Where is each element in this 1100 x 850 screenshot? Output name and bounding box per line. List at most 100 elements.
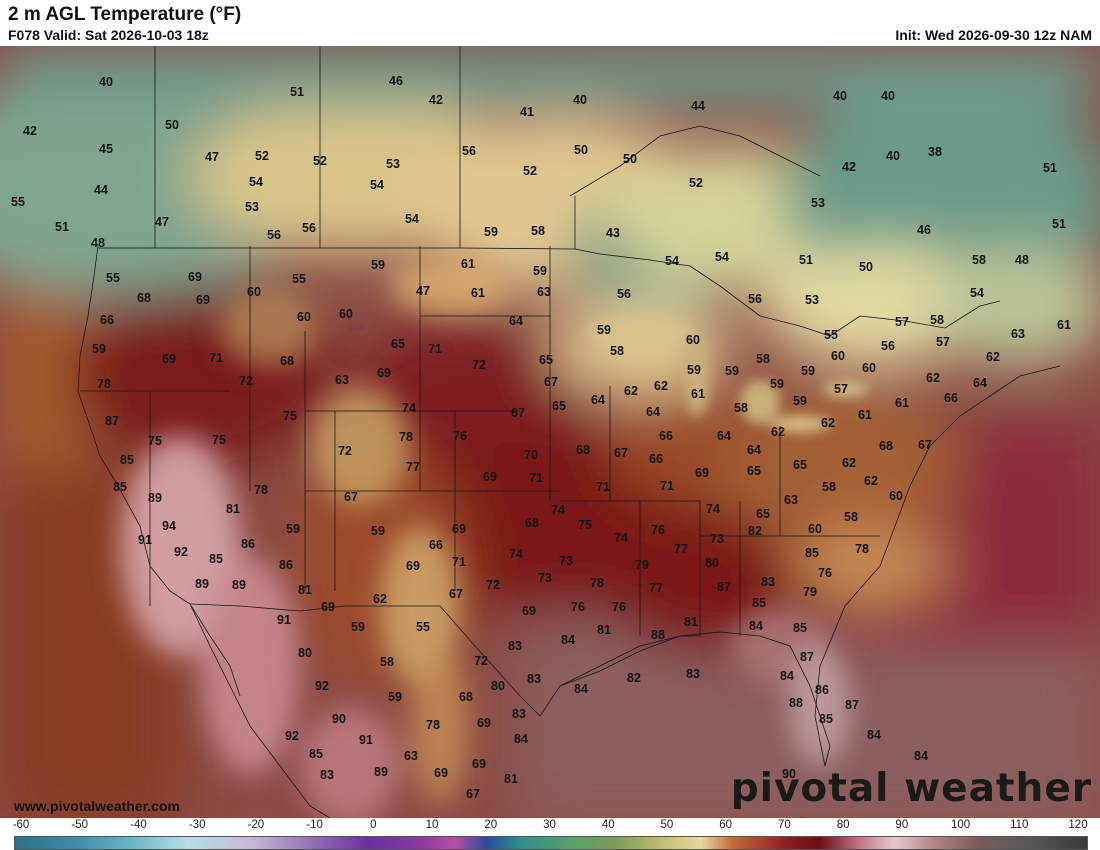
temperature-label: 44 <box>94 183 108 197</box>
temperature-label: 69 <box>695 466 709 480</box>
temperature-label: 56 <box>462 144 476 158</box>
colorbar-tick-label: 80 <box>836 819 850 831</box>
temperature-label: 60 <box>247 285 261 299</box>
temperature-label: 40 <box>573 93 587 107</box>
colorbar-tick-label: 70 <box>777 819 791 831</box>
temperature-label: 42 <box>429 93 443 107</box>
temperature-label: 58 <box>822 480 836 494</box>
temperature-label: 65 <box>391 337 405 351</box>
temperature-label: 46 <box>917 223 931 237</box>
temperature-label: 78 <box>97 377 111 391</box>
temperature-label: 41 <box>520 105 534 119</box>
temperature-label: 44 <box>691 99 705 113</box>
colorbar-tick-label: -10 <box>306 819 323 831</box>
temperature-label: 61 <box>1057 318 1071 332</box>
temperature-label: 69 <box>472 757 486 771</box>
colorbar-tick-label: 10 <box>425 819 439 831</box>
temperature-label: 58 <box>756 352 770 366</box>
temperature-label: 72 <box>486 578 500 592</box>
temperature-label: 70 <box>524 448 538 462</box>
temperature-label: 89 <box>148 491 162 505</box>
temperature-label: 89 <box>374 765 388 779</box>
temperature-label: 42 <box>23 124 37 138</box>
temperature-label: 60 <box>686 333 700 347</box>
temperature-label: 77 <box>406 460 420 474</box>
temperature-label: 58 <box>380 655 394 669</box>
gulf-coast <box>559 631 831 767</box>
colorbar-tick-label: 60 <box>719 819 733 831</box>
temperature-label: 60 <box>889 489 903 503</box>
temperature-label: 64 <box>717 429 731 443</box>
temperature-label: 59 <box>371 258 385 272</box>
temperature-label: 85 <box>819 712 833 726</box>
west-coast <box>77 245 191 605</box>
temperature-label: 42 <box>842 160 856 174</box>
temperature-label: 60 <box>297 310 311 324</box>
temperature-label: 61 <box>471 286 485 300</box>
temperature-label: 48 <box>1015 253 1029 267</box>
colorbar-tick-label: 40 <box>601 819 615 831</box>
temperature-label: 81 <box>298 583 312 597</box>
temperature-label: 87 <box>105 414 119 428</box>
temperature-label: 81 <box>504 772 518 786</box>
temperature-label: 73 <box>710 532 724 546</box>
temperature-label: 71 <box>209 351 223 365</box>
colorbar-tick-label: 20 <box>484 819 498 831</box>
colorbar-tick-label: 100 <box>950 819 971 831</box>
temperature-label: 78 <box>399 430 413 444</box>
temperature-label: 63 <box>404 749 418 763</box>
temperature-label: 59 <box>351 620 365 634</box>
temperature-label: 67 <box>544 375 558 389</box>
temperature-label: 47 <box>416 284 430 298</box>
temperature-label: 47 <box>205 150 219 164</box>
temperature-label: 62 <box>864 474 878 488</box>
temperature-label: 90 <box>782 767 796 781</box>
temperature-label: 84 <box>914 749 928 763</box>
temperature-label: 68 <box>576 443 590 457</box>
temperature-label: 40 <box>833 89 847 103</box>
colorbar-tick-label: 90 <box>895 819 909 831</box>
temperature-label: 73 <box>559 554 573 568</box>
boundary-lines <box>77 46 1061 818</box>
temperature-label: 77 <box>649 581 663 595</box>
temperature-label: 55 <box>11 195 25 209</box>
temperature-label: 57 <box>936 335 950 349</box>
temperature-label: 89 <box>232 578 246 592</box>
temperature-label: 62 <box>842 456 856 470</box>
temperature-label: 76 <box>453 429 467 443</box>
temperature-labels: 40 42 45 44 55 51 46 42 41 40 44 40 40 50 47 52 52 53 56 50… <box>11 74 1071 801</box>
temperature-map[interactable]: 40 42 45 44 55 51 46 42 41 40 44 40 40 50 47 52 52 53 56 50… <box>0 46 1100 818</box>
temperature-label: 94 <box>162 519 176 533</box>
temperature-label: 85 <box>793 621 807 635</box>
temperature-label: 66 <box>659 429 673 443</box>
temperature-label: 81 <box>226 502 240 516</box>
temperature-label: 92 <box>174 545 188 559</box>
temperature-label: 62 <box>986 350 1000 364</box>
temperature-label: 55 <box>106 271 120 285</box>
temperature-label: 53 <box>386 157 400 171</box>
temperature-label: 58 <box>531 224 545 238</box>
colorbar-tick-label: 0 <box>370 819 377 831</box>
temperature-label: 83 <box>320 768 334 782</box>
temperature-label: 62 <box>926 371 940 385</box>
temperature-label: 85 <box>752 596 766 610</box>
temperature-label: 58 <box>610 344 624 358</box>
temperature-label: 45 <box>99 142 113 156</box>
temperature-label: 74 <box>551 503 565 517</box>
temperature-label: 48 <box>91 236 105 250</box>
temperature-label: 69 <box>406 559 420 573</box>
colorbar-tick-label: -60 <box>12 819 30 831</box>
temperature-label: 59 <box>770 377 784 391</box>
temperature-label: 90 <box>332 712 346 726</box>
temperature-label: 80 <box>298 646 312 660</box>
pivotal-weather-logo: pivotal weather <box>730 766 1092 811</box>
temperature-label: 59 <box>687 363 701 377</box>
temperature-label: 77 <box>674 542 688 556</box>
temperature-label: 80 <box>491 679 505 693</box>
temperature-label: 76 <box>651 523 665 537</box>
temperature-label: 59 <box>484 225 498 239</box>
temperature-label: 59 <box>388 690 402 704</box>
temperature-label: 60 <box>862 361 876 375</box>
temperature-label: 88 <box>789 696 803 710</box>
temperature-label: 74 <box>509 547 523 561</box>
